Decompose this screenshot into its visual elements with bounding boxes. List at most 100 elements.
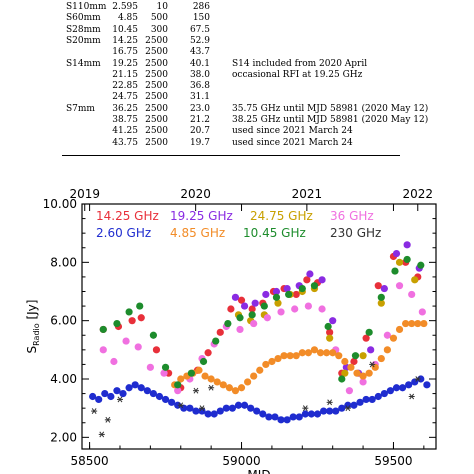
data-point [228,404,237,412]
x-tick-label: 58500 [71,454,109,468]
data-point [187,369,195,377]
data-point [174,381,182,389]
table-cell-bw: 2500 [145,126,168,137]
data-point-asterisk [104,416,111,423]
data-point [362,334,370,342]
data-point [253,407,261,415]
y-tick-label: 4.00 [50,372,77,386]
data-point [137,314,145,322]
data-point [298,349,306,357]
data-point [386,387,395,395]
data-point [417,261,425,269]
data-point [155,392,164,401]
data-point [265,413,273,421]
data-point [318,276,326,284]
data-point [286,352,294,360]
data-point [262,360,270,369]
data-point [177,375,185,383]
data-point [347,363,355,371]
table-cell-bw: 2500 [145,137,168,148]
y-tick-label: 6.00 [50,314,77,328]
data-point [248,311,256,319]
table-cell-tsys: 150 [192,13,210,24]
data-point [263,314,271,322]
data-point [365,328,373,336]
data-point [414,319,422,328]
table-cell-bw: 2500 [145,115,168,125]
data-point [131,381,139,389]
data-point [210,410,218,418]
chart-legend: 14.25 GHz 19.25 GHz 24.75 GHz 36 GHz 2.60 GH… [96,209,381,240]
data-point [199,357,208,366]
data-point [236,325,244,334]
table-cell-tsys: 43.7 [189,47,210,58]
table-cell-rx: S60mm [66,13,101,24]
legend-entry: 24.75 GHz [250,209,313,223]
table-cell-rx: S110mm [66,2,107,12]
data-point [192,407,200,415]
data-point [405,381,413,389]
data-point [313,410,322,418]
legend-entry: 19.25 GHz [170,209,233,223]
data-point [301,410,309,418]
data-point [395,282,404,290]
data-point [99,346,107,354]
data-point-asterisk [408,393,415,400]
data-point [250,372,258,380]
data-point [125,384,133,392]
data-point [383,331,391,339]
data-point [398,384,407,392]
data-point [143,387,151,395]
data-point [403,241,411,249]
data-point [359,378,367,386]
data-point [107,392,115,401]
table-cell-tsys: 67.5 [189,24,210,35]
data-point [260,302,268,310]
year-tick-label: 2022 [402,187,433,201]
data-point [250,319,258,328]
data-point [149,331,158,339]
data-point [277,416,285,424]
table-cell-bw: 500 [150,13,168,24]
table-cell-freq: 21.15 [112,69,138,80]
data-point-asterisk [414,376,421,382]
data-point [392,384,401,392]
legend-entry: 36 GHz [330,209,374,223]
table-cell-note: 38.25 GHz until MJD 58981 (2020 May 12) [232,115,429,125]
table-cell-tsys: 52.9 [189,35,210,46]
data-point [280,352,288,360]
data-point [272,293,281,301]
data-point [259,410,267,418]
legend-entry: 2.60 GHz [96,226,151,240]
table-cell-freq: 43.75 [112,137,138,148]
receiver-table: S110mm 2.595 10 286 S60mm 4.85 500 150 S28mm 10.4… [0,0,474,160]
data-point [391,267,399,275]
table-cell-freq: 24.75 [112,92,138,103]
data-point [236,314,244,322]
data-point [283,416,291,424]
data-point [411,276,419,284]
data-point [295,413,303,421]
year-tick-label: 2021 [292,187,323,201]
data-point [137,384,145,392]
legend-entry: 4.85 GHz [170,226,225,240]
data-point [99,325,107,334]
data-point [341,369,349,377]
table-cell-tsys: 20.7 [189,126,210,137]
table-cell-rx: S14mm [66,58,101,69]
data-point [219,381,227,389]
data-point [268,357,276,366]
data-point [367,346,375,354]
table-cell-freq: 2.595 [112,2,138,12]
data-point [225,384,233,392]
table-cell-rx: S20mm [66,35,101,46]
data-point [374,392,382,401]
data-point [377,354,385,363]
data-point-asterisk [177,402,184,409]
data-point [251,299,259,307]
data-point [204,349,212,357]
data-point [128,317,136,325]
legend-entry: 14.25 GHz [96,209,159,223]
table-cell-tsys: 38.0 [189,69,210,80]
